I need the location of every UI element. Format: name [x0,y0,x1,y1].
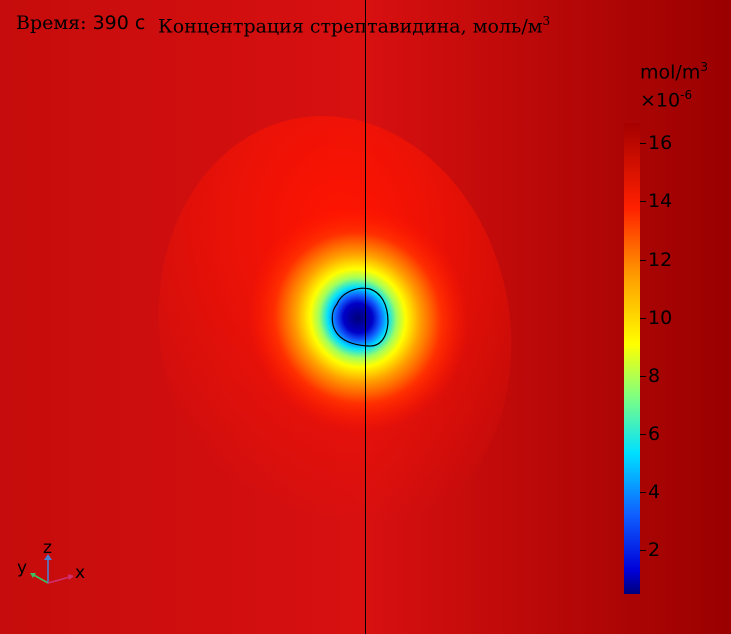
y-axis-arrowhead [30,573,36,578]
time-prefix: Время: [16,12,93,34]
colorbar-unit-sup: 3 [700,60,708,74]
colorbar-tick [640,492,646,493]
x-axis-arrow [47,576,71,584]
colorbar-tick [640,376,646,377]
colorbar-tick [640,434,646,435]
plot-title: Концентрация стрептавидина, моль/м3 [158,14,550,37]
x-axis-label: x [75,563,85,583]
colorbar-tick-label: 2 [648,539,661,561]
colorbar-tick-label: 14 [648,190,673,212]
colorbar-tick-label: 8 [648,365,661,387]
colorbar-scale: ×10-6 [640,88,692,111]
colorbar-tick-label: 4 [648,481,661,503]
colorbar-unit: mol/m3 [640,60,708,83]
z-axis-label: z [43,538,52,558]
colorbar-tick-label: 6 [648,423,661,445]
colorbar-unit-text: mol/m [640,61,701,84]
time-value: 390 с [92,12,146,34]
y-axis-label: y [17,558,27,578]
colorbar-tick [640,143,646,144]
colorbar-tick-label: 10 [648,307,673,329]
colorbar-tick-label: 16 [648,132,673,154]
sensor-outline [331,287,389,347]
colorbar-tick-label: 12 [648,249,673,271]
z-axis-arrowhead [44,554,52,560]
colorbar-scale-prefix: ×10 [640,89,681,112]
colorbar-tick [640,201,646,202]
plot-title-sup: 3 [542,14,551,28]
colorbar-tick [640,260,646,261]
colorbar [624,123,640,594]
x-axis-arrowhead [68,574,74,580]
colorbar-scale-exp: -6 [680,88,693,102]
depletion-core [247,203,469,433]
y-axis-arrow [31,573,49,584]
colorbar-tick [640,550,646,551]
colorbar-tick [640,318,646,319]
axis-triad: y z x [17,538,85,584]
time-label: Время: 390 с [16,12,145,34]
plot-title-text: Концентрация стрептавидина, моль/м [158,15,543,38]
